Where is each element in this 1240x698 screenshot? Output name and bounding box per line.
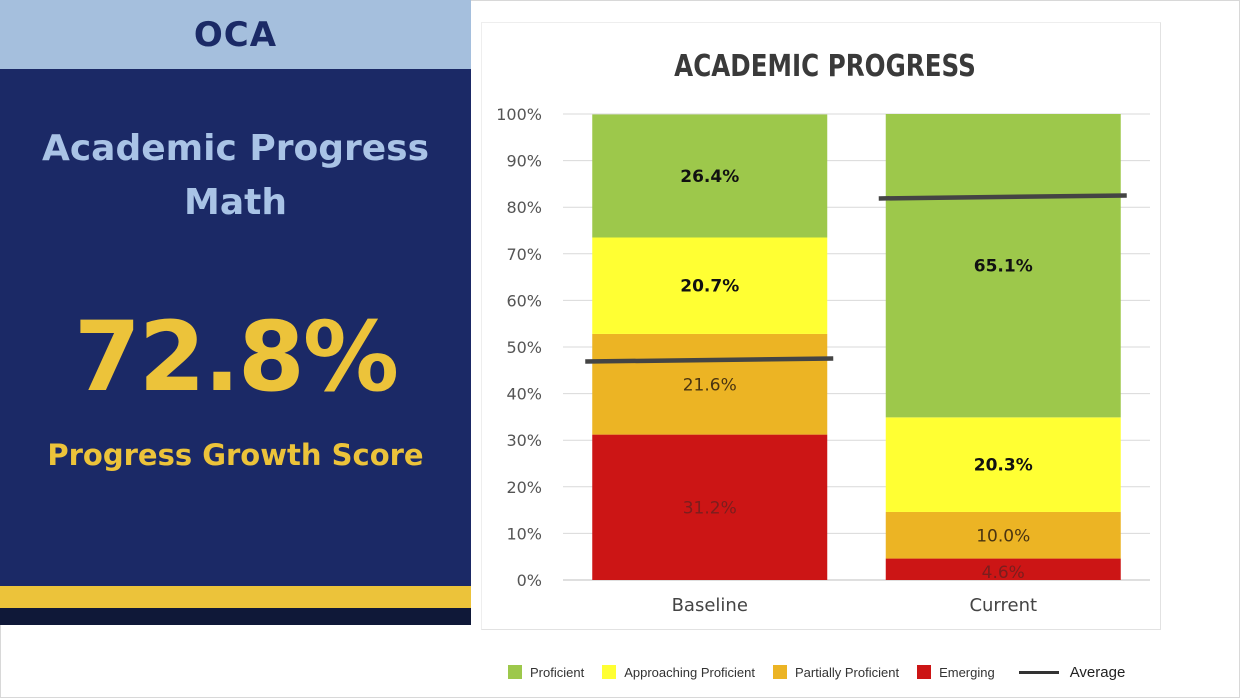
y-tick-label: 30%: [506, 431, 542, 450]
legend-label-partially: Partially Proficient: [795, 664, 900, 680]
data-label: 4.6%: [982, 563, 1025, 583]
legend-item-emerging: Emerging: [917, 665, 995, 680]
average-line: [878, 193, 1127, 201]
bar-segment-partially-proficient: [885, 511, 1121, 559]
y-tick-label: 40%: [506, 385, 542, 404]
legend-swatch-approaching: [602, 665, 617, 679]
bar-segment-approaching-proficient: [885, 417, 1121, 512]
data-label: 10.0%: [976, 526, 1030, 546]
legend-item-partially: Partially Proficient: [773, 665, 899, 680]
y-tick-label: 0%: [517, 571, 542, 590]
chart-title: ACADEMIC PROGRESS: [674, 50, 976, 84]
panel-title-line2: Math: [184, 182, 287, 223]
data-label: 21.6%: [683, 375, 737, 395]
x-tick-label: Baseline: [672, 595, 748, 616]
legend-item-approaching: Approaching Proficient: [602, 665, 755, 680]
data-label: 26.4%: [680, 167, 739, 187]
bar-segment-proficient: [592, 114, 828, 238]
y-tick-label: 50%: [506, 338, 542, 357]
dark-accent-bar: [0, 608, 471, 625]
bar-segment-emerging: [592, 434, 828, 580]
data-label: 20.3%: [974, 456, 1033, 476]
legend-swatch-partially: [773, 665, 788, 679]
legend-swatch-emerging: [917, 665, 932, 679]
y-tick-label: 100%: [496, 105, 542, 124]
legend-label-approaching: Approaching Proficient: [624, 664, 756, 680]
chart-container: ACADEMIC PROGRESS 0% 10% 20% 30% 40% 50% 60% 70%…: [481, 22, 1161, 630]
bar-segment-partially-proficient: [592, 333, 828, 435]
chart-legend: Proficient Approaching Proficient Partia…: [508, 660, 1143, 684]
gold-accent-bar: [0, 586, 471, 608]
y-tick-label: 90%: [506, 152, 542, 171]
school-name: OCA: [193, 14, 278, 55]
panel-title-line1: Academic Progress: [41, 128, 430, 169]
data-label: 65.1%: [974, 257, 1033, 277]
bar-segment-emerging: [885, 558, 1121, 580]
summary-panel: Academic Progress Math 72.8% Progress Gr…: [0, 69, 471, 586]
academic-progress-chart: ACADEMIC PROGRESS 0% 10% 20% 30% 40% 50% 60% 70%…: [496, 50, 1150, 616]
legend-swatch-average: [1018, 670, 1059, 674]
legend-item-average: Average: [1013, 663, 1126, 681]
bar-segment-proficient: [885, 114, 1121, 418]
legend-label-average: Average: [1069, 663, 1126, 681]
data-label: 20.7%: [680, 277, 739, 297]
average-line: [585, 356, 834, 364]
legend-swatch-proficient: [508, 665, 522, 679]
growth-score-label: Progress Growth Score: [47, 438, 424, 472]
y-tick-label: 60%: [506, 291, 542, 310]
data-label: 31.2%: [683, 498, 737, 518]
y-tick-label: 80%: [506, 198, 542, 217]
school-header: OCA: [0, 0, 471, 69]
bar-segment-approaching-proficient: [592, 237, 828, 334]
y-tick-label: 10%: [506, 524, 542, 543]
y-tick-label: 20%: [506, 478, 542, 497]
growth-score-value: 72.8%: [73, 301, 399, 413]
x-tick-label: Current: [969, 595, 1037, 616]
y-tick-label: 70%: [506, 245, 542, 264]
legend-label-proficient: Proficient: [530, 664, 585, 680]
legend-label-emerging: Emerging: [939, 664, 995, 680]
legend-item-proficient: Proficient: [508, 665, 584, 680]
